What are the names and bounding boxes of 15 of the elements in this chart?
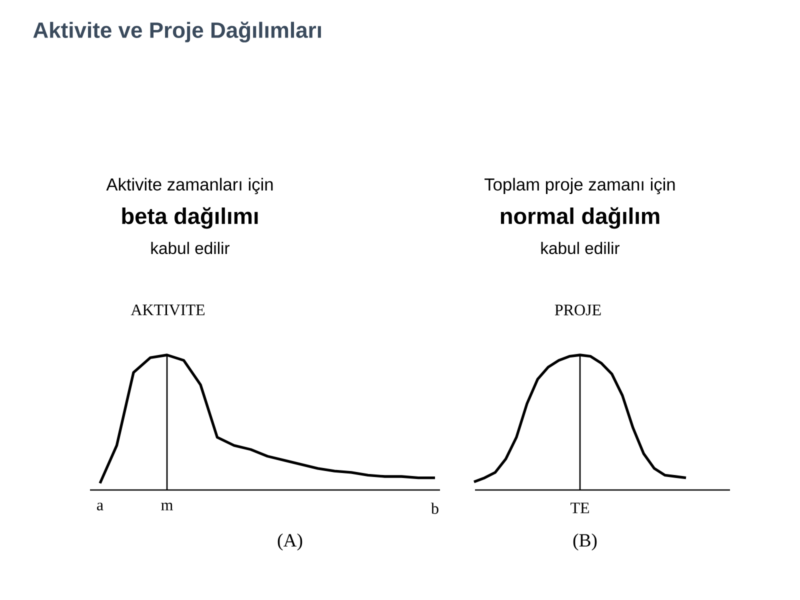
text: Toplam proje zamanı için (484, 178, 675, 194)
chart-title: PROJE (554, 304, 601, 316)
x-tick-label: m (161, 502, 173, 510)
chart-title: AKTIVITE (130, 304, 205, 316)
text: Aktivite zamanları için (106, 178, 273, 194)
text: (A) (278, 534, 302, 550)
text: kabul edilir (541, 242, 620, 254)
text: Aktivite ve Proje Dağılımları (33, 22, 321, 42)
text: beta dağılımı (122, 207, 258, 229)
text: normal dağılım (500, 207, 660, 229)
text: kabul edilir (151, 242, 230, 254)
x-tick-label: b (431, 502, 438, 514)
text: TE (570, 502, 589, 514)
x-tick-label: a (97, 502, 104, 510)
text: (B) (573, 534, 597, 550)
